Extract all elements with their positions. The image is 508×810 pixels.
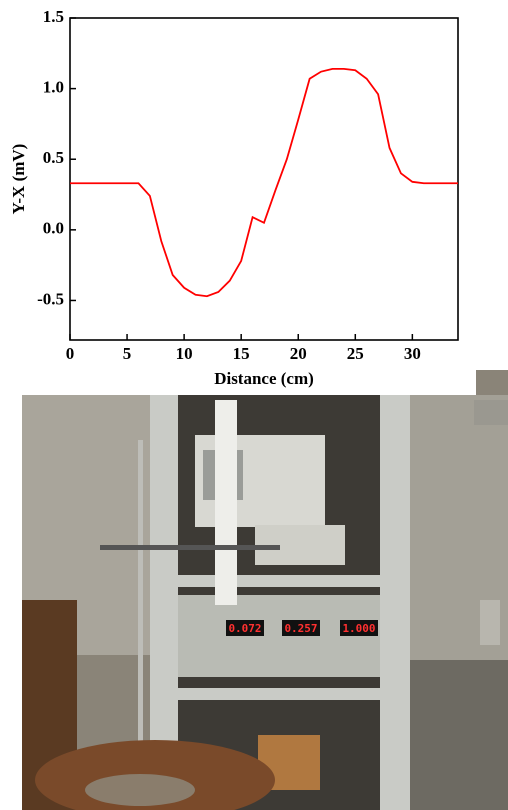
display-reading: 1.000 [342, 622, 375, 635]
chart-panel [0, 0, 476, 395]
data-line [70, 67, 458, 298]
plot-frame [69, 17, 459, 341]
x-axis-label: Distance (cm) [214, 369, 314, 388]
apparatus-photo [22, 370, 508, 810]
x-tick-label: 15 [233, 344, 250, 363]
y-tick-label: -0.5 [37, 289, 64, 308]
x-tick-label: 20 [290, 344, 307, 363]
x-tick-label: 0 [66, 344, 75, 363]
y-axis-label: Y-X (mV) [9, 144, 28, 215]
x-tick-label: 30 [404, 344, 421, 363]
x-tick-label: 5 [123, 344, 132, 363]
x-tick-label: 10 [176, 344, 193, 363]
display-reading: 0.072 [228, 622, 261, 635]
display-reading: 0.257 [284, 622, 317, 635]
x-tick-label: 25 [347, 344, 364, 363]
y-tick-label: 0.0 [43, 219, 64, 238]
display-readings: 0.072 0.257 1.000 [228, 622, 375, 635]
y-tick-label: 1.5 [43, 7, 64, 26]
y-tick-label: 1.0 [43, 78, 64, 97]
y-tick-label: 0.5 [43, 148, 64, 167]
